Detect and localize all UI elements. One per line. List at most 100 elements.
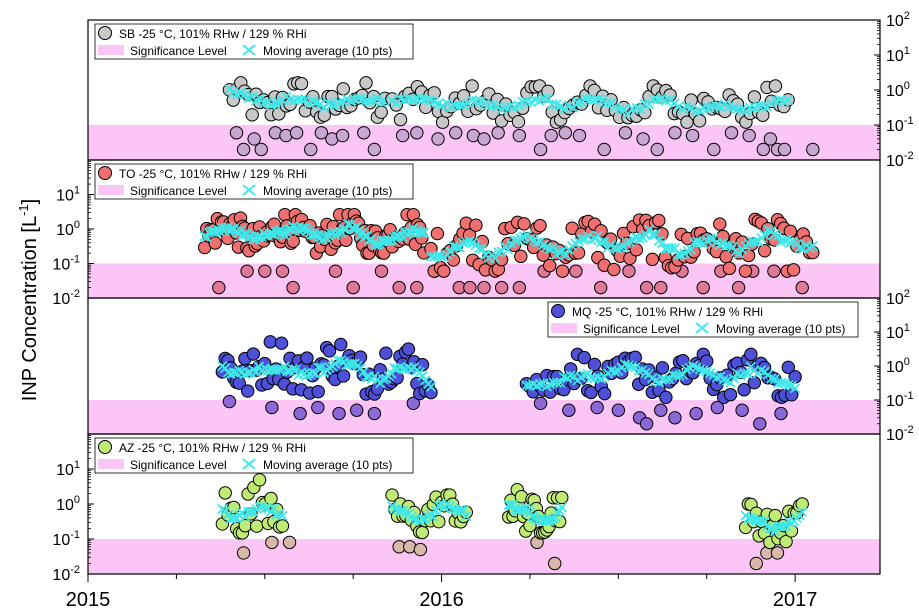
moving-average-mark	[509, 235, 520, 246]
data-point	[555, 264, 570, 278]
legend-title: SB -25 °C, 101% RHw / 129 % RHi	[119, 27, 307, 41]
moving-average-mark	[324, 362, 335, 373]
moving-average-mark	[656, 238, 668, 249]
legend-marker	[98, 26, 112, 40]
y-tick-label: 100	[886, 356, 910, 376]
data-point	[756, 142, 771, 157]
data-point	[286, 234, 300, 248]
moving-average-mark	[417, 513, 428, 524]
data-point	[322, 344, 337, 358]
data-point	[325, 89, 339, 104]
data-point	[654, 280, 668, 295]
moving-average-mark	[418, 227, 430, 238]
moving-average-mark	[728, 373, 740, 384]
moving-average-mark	[565, 370, 576, 381]
moving-average-mark	[764, 523, 776, 534]
data-point	[514, 249, 528, 264]
moving-average-mark	[695, 237, 706, 248]
legend-sig-label: Significance Level	[130, 458, 227, 472]
y-tick-label: 10-1	[886, 390, 914, 410]
data-point	[431, 132, 445, 146]
data-point	[424, 385, 438, 400]
data-point	[786, 263, 801, 277]
significance-band	[88, 400, 880, 434]
moving-average-mark	[282, 366, 293, 377]
moving-average-mark	[778, 235, 790, 246]
y-tick-label: 10-2	[886, 424, 914, 444]
data-point	[250, 519, 264, 533]
data-point	[274, 336, 289, 350]
legend: AZ -25 °C, 101% RHw / 129 % RHi Significa…	[94, 437, 414, 474]
legend: MQ -25 °C, 101% RHw / 129 % RHi Significa…	[547, 301, 859, 338]
legend-ma-marker	[242, 458, 256, 470]
moving-average-mark	[447, 503, 458, 514]
data-point	[659, 390, 673, 405]
moving-average-mark	[334, 97, 345, 108]
data-point	[494, 280, 509, 295]
data-point	[685, 128, 700, 143]
data-point	[707, 142, 721, 157]
y-tick-label: 100	[886, 80, 910, 100]
data-point	[517, 217, 531, 231]
moving-average-mark	[483, 99, 495, 110]
moving-average-mark	[749, 237, 761, 248]
moving-average-mark	[394, 362, 406, 373]
moving-average-mark	[650, 229, 661, 240]
data-point	[722, 261, 737, 276]
moving-average-mark	[780, 520, 792, 532]
moving-average-mark	[589, 94, 600, 105]
data-point	[477, 280, 491, 295]
data-point	[413, 542, 428, 557]
moving-average-mark	[326, 99, 338, 110]
data-point	[346, 280, 360, 295]
moving-average-mark	[252, 232, 263, 243]
y-tick-label: 100	[56, 494, 80, 514]
moving-average-mark	[358, 366, 369, 378]
moving-average-mark	[766, 373, 777, 384]
moving-average-mark	[349, 94, 360, 105]
moving-average-mark	[461, 510, 472, 522]
moving-average-mark	[614, 104, 625, 115]
data-point	[336, 369, 351, 383]
y-tick-label: 10-1	[886, 115, 914, 135]
y-tick-label: 102	[886, 10, 910, 30]
data-point	[749, 556, 763, 571]
data-point	[737, 383, 751, 397]
moving-average-mark	[742, 368, 753, 379]
data-point	[597, 142, 611, 157]
data-point	[374, 105, 388, 119]
moving-average-mark	[797, 506, 808, 517]
data-point	[332, 406, 346, 421]
data-point	[275, 519, 290, 533]
moving-average-mark	[412, 93, 423, 104]
moving-average-mark	[414, 227, 425, 238]
moving-average-mark	[619, 359, 631, 370]
data-point	[742, 128, 756, 143]
moving-average-mark	[621, 237, 632, 248]
moving-average-mark	[648, 94, 659, 105]
data-point	[541, 84, 555, 99]
panel-data	[215, 473, 809, 571]
moving-average-mark	[542, 93, 554, 104]
moving-average-mark	[315, 362, 327, 373]
data-point	[300, 351, 314, 365]
y-tick-label: 100	[56, 219, 80, 239]
moving-average-mark	[445, 246, 456, 257]
data-point	[696, 280, 710, 295]
x-axis: 2015 2016 2017	[66, 574, 817, 611]
panel-az: 101 100 10-1 10-2 AZ -25 °C, 101% RHw / 129 …	[52, 433, 881, 584]
data-point	[584, 385, 598, 400]
data-point	[542, 258, 557, 273]
data-point	[713, 217, 727, 231]
moving-average-mark	[692, 236, 703, 247]
moving-average-mark	[454, 100, 465, 111]
moving-average-mark	[776, 377, 787, 388]
data-point	[795, 280, 809, 295]
legend-title: MQ -25 °C, 101% RHw / 129 % RHi	[572, 305, 763, 319]
y-tick-label: 10-2	[52, 288, 80, 308]
moving-average-mark	[672, 250, 684, 261]
data-point	[512, 280, 527, 295]
x-tick-label: 2016	[419, 589, 464, 611]
data-point	[293, 406, 307, 421]
moving-average-mark	[376, 97, 387, 108]
